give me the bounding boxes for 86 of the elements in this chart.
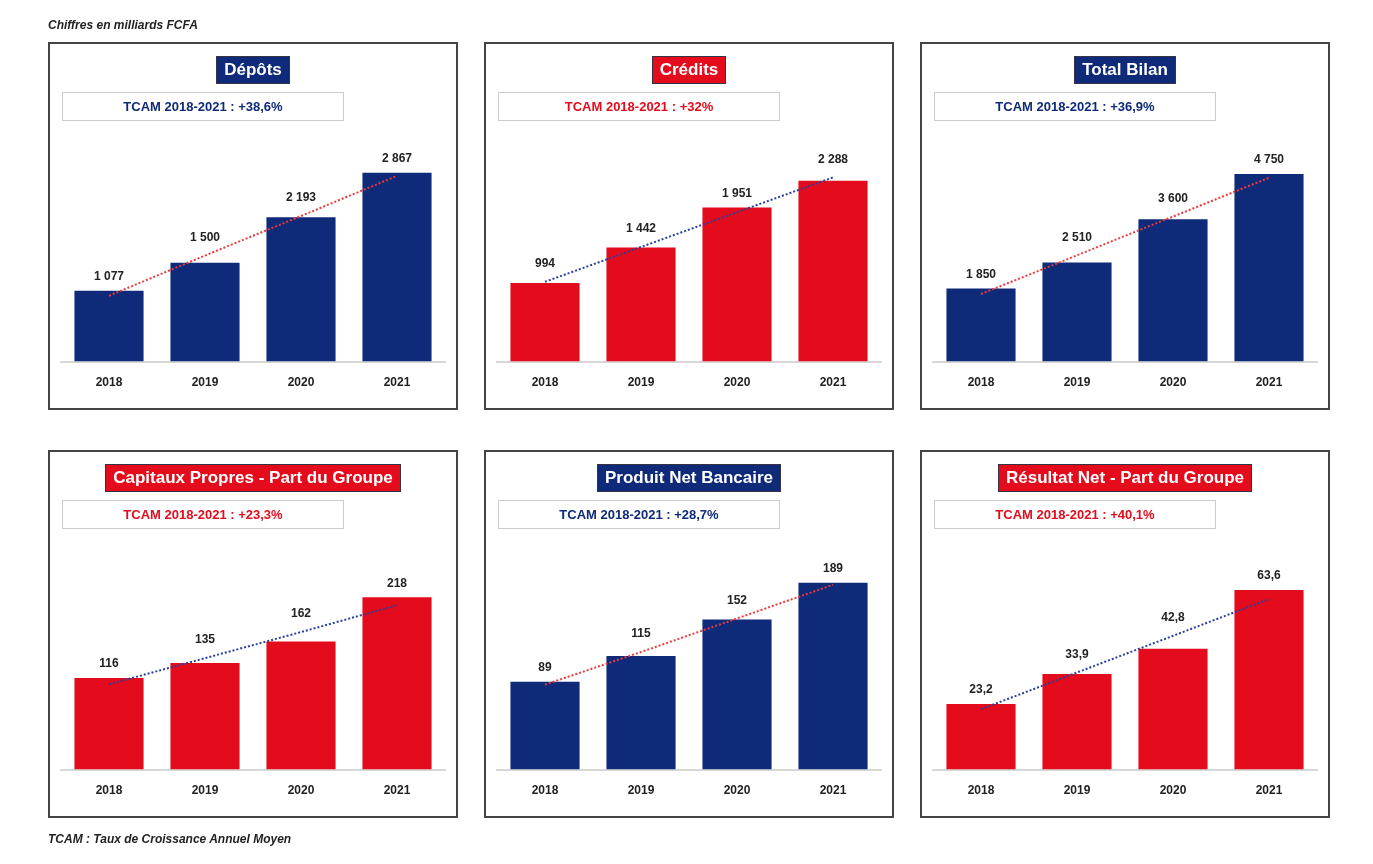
data-label: 135: [194, 632, 216, 647]
data-label: 115: [631, 626, 652, 641]
x-tick-label: 2019: [627, 783, 655, 798]
data-label: 1 951: [721, 185, 753, 200]
data-label: 1 500: [189, 229, 221, 244]
text: Chiffres en milliards FCFA: [48, 18, 199, 32]
bar: [1138, 648, 1208, 770]
x-tick-label: 2019: [1063, 375, 1091, 390]
x-tick-label: 2019: [191, 783, 219, 798]
bar: [946, 288, 1016, 362]
data-label: 1 077: [93, 268, 125, 283]
bar: [170, 262, 240, 362]
data-label: 89: [538, 659, 552, 674]
bar: [702, 207, 772, 362]
bar: [266, 217, 336, 362]
data-label: 116: [99, 656, 120, 671]
x-tick-label: 2018: [967, 783, 995, 798]
x-tick-label: 2018: [95, 375, 123, 390]
chart-title: Résultat Net - Part du Groupe: [997, 464, 1253, 492]
x-tick-label: 2018: [95, 783, 123, 798]
chart-subtitle: TCAM 2018-2021 : +38,6%: [62, 92, 344, 121]
x-tick-label: 2020: [723, 783, 751, 798]
x-tick-label: 2018: [531, 375, 559, 390]
x-tick-label: 2021: [383, 783, 411, 798]
data-label: 994: [534, 256, 556, 271]
chart-subtitle: TCAM 2018-2021 : +28,7%: [498, 500, 780, 529]
data-label: 2 288: [817, 151, 849, 166]
bar: [362, 597, 432, 770]
data-label: 189: [822, 561, 844, 576]
chart-title: Crédits: [651, 56, 727, 84]
x-tick-label: 2021: [819, 375, 847, 390]
data-label: 218: [386, 575, 408, 590]
x-tick-label: 2020: [1159, 783, 1187, 798]
x-tick-label: 2019: [627, 375, 655, 390]
bar: [510, 681, 580, 770]
chart-title: Dépôts: [216, 56, 290, 84]
chart-title: Produit Net Bancaire: [596, 464, 782, 492]
bar: [798, 582, 868, 770]
x-tick-label: 2021: [1255, 375, 1283, 390]
chart-subtitle: TCAM 2018-2021 : +32%: [498, 92, 780, 121]
bar: [1042, 673, 1112, 770]
x-tick-label: 2019: [1063, 783, 1091, 798]
data-label: 42,8: [1161, 610, 1185, 625]
chart-title: Capitaux Propres - Part du Groupe: [105, 464, 401, 492]
x-tick-label: 2020: [723, 375, 751, 390]
data-label: 1 442: [625, 221, 657, 236]
x-tick-label: 2021: [383, 375, 411, 390]
bar: [266, 641, 336, 770]
bar: [1138, 219, 1208, 362]
data-label: 3 600: [1157, 190, 1189, 205]
text: TCAM : Taux de Croissance Annuel Moyen: [48, 832, 293, 846]
data-label: 33,9: [1065, 646, 1089, 661]
data-label: 63,6: [1257, 568, 1281, 583]
x-tick-label: 2021: [1255, 783, 1283, 798]
data-label: 162: [290, 606, 312, 621]
data-label: 4 750: [1253, 152, 1285, 167]
bar: [74, 290, 144, 362]
x-tick-label: 2021: [819, 783, 847, 798]
bar: [74, 677, 144, 770]
chart-subtitle: TCAM 2018-2021 : +23,3%: [62, 500, 344, 529]
bar: [606, 247, 676, 362]
bar: [946, 704, 1016, 770]
bar: [362, 172, 432, 362]
chart-subtitle: TCAM 2018-2021 : +40,1%: [934, 500, 1216, 529]
data-label: 2 867: [381, 151, 413, 166]
x-tick-label: 2020: [1159, 375, 1187, 390]
bar: [170, 662, 240, 770]
bar: [1234, 590, 1304, 770]
data-label: 1 850: [965, 266, 997, 281]
data-label: 2 510: [1061, 229, 1093, 244]
bar: [606, 655, 676, 770]
bar: [510, 283, 580, 362]
data-label: 23,2: [969, 682, 993, 697]
x-tick-label: 2018: [967, 375, 995, 390]
bar: [798, 180, 868, 362]
data-label: 2 193: [285, 190, 317, 205]
chart-title: Total Bilan: [1074, 56, 1176, 84]
chart-subtitle: TCAM 2018-2021 : +36,9%: [934, 92, 1216, 121]
bar: [1042, 262, 1112, 362]
data-label: 152: [726, 592, 748, 607]
bar: [702, 619, 772, 770]
x-tick-label: 2019: [191, 375, 219, 390]
x-tick-label: 2020: [287, 375, 315, 390]
x-tick-label: 2018: [531, 783, 559, 798]
bar: [1234, 173, 1304, 362]
x-tick-label: 2020: [287, 783, 315, 798]
